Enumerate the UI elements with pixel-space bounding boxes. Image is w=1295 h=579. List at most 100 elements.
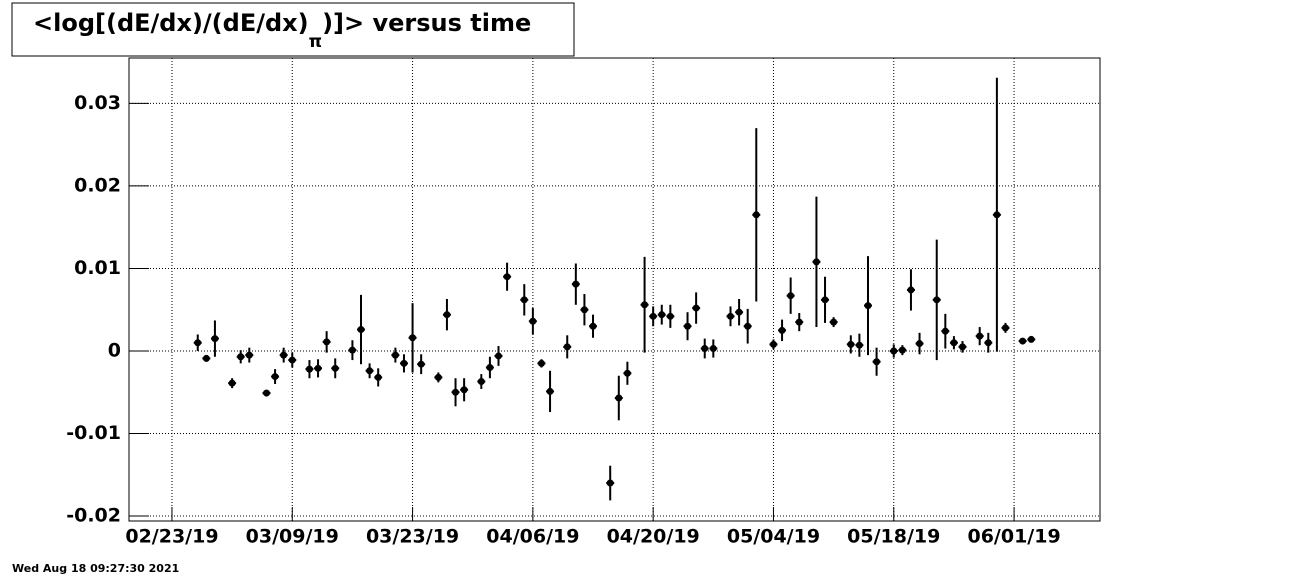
- data-point: [795, 318, 803, 326]
- data-point: [812, 258, 820, 266]
- data-point: [898, 346, 906, 354]
- data-point: [305, 365, 313, 373]
- y-tick-label: 0.02: [74, 174, 121, 196]
- plot-frame: [128, 57, 1101, 522]
- data-point: [486, 363, 494, 371]
- x-tick-label: 03/23/19: [366, 526, 459, 548]
- title-end: )]> versus time: [322, 9, 531, 37]
- data-point: [452, 388, 460, 396]
- data-point: [701, 345, 709, 353]
- x-tick-label: 02/23/19: [125, 526, 218, 548]
- data-point: [976, 332, 984, 340]
- data-point: [228, 379, 236, 387]
- data-point: [787, 292, 795, 300]
- x-tick-label: 05/18/19: [847, 526, 940, 548]
- data-point: [769, 340, 777, 348]
- data-point: [847, 340, 855, 348]
- data-point: [821, 296, 829, 304]
- data-point: [692, 304, 700, 312]
- y-tick-label: 0.01: [74, 257, 121, 279]
- data-point: [1001, 324, 1009, 332]
- y-tick-label: -0.02: [66, 505, 121, 527]
- data-point: [744, 322, 752, 330]
- data-point: [434, 373, 442, 381]
- data-point: [460, 386, 468, 394]
- y-tick-label: 0: [108, 339, 121, 361]
- data-point: [709, 345, 717, 353]
- data-point: [529, 317, 537, 325]
- data-point: [984, 339, 992, 347]
- data-point: [546, 387, 554, 395]
- data-point: [280, 351, 288, 359]
- data-point: [374, 373, 382, 381]
- data-point: [409, 334, 417, 342]
- data-point: [1019, 337, 1027, 345]
- data-point: [366, 367, 374, 375]
- data-point: [830, 318, 838, 326]
- data-point: [615, 394, 623, 402]
- data-point: [993, 211, 1001, 219]
- x-tick-label: 04/06/19: [486, 526, 579, 548]
- data-point: [959, 343, 967, 351]
- data-point: [245, 351, 253, 359]
- data-point: [262, 389, 270, 397]
- data-point: [658, 311, 666, 319]
- data-point: [778, 326, 786, 334]
- data-point: [417, 360, 425, 368]
- data-point: [684, 322, 692, 330]
- data-point: [864, 302, 872, 310]
- data-point: [933, 296, 941, 304]
- data-point: [237, 353, 245, 361]
- data-point: [288, 356, 296, 364]
- data-point: [580, 306, 588, 314]
- data-point: [520, 296, 528, 304]
- data-point: [666, 312, 674, 320]
- data-point: [907, 286, 915, 294]
- title-subscript: π: [309, 32, 322, 52]
- data-point: [271, 373, 279, 381]
- data-point: [348, 346, 356, 354]
- data-point: [503, 273, 511, 281]
- data-point: [194, 339, 202, 347]
- y-tick-label: -0.01: [66, 422, 121, 444]
- data-point: [735, 308, 743, 316]
- data-point: [572, 280, 580, 288]
- data-point: [941, 327, 949, 335]
- data-point: [202, 354, 210, 362]
- data-point: [623, 369, 631, 377]
- data-point: [950, 339, 958, 347]
- data-point: [1027, 335, 1035, 343]
- x-tick-label: 06/01/19: [967, 526, 1060, 548]
- data-point: [563, 343, 571, 351]
- x-tick-label: 05/04/19: [727, 526, 820, 548]
- x-tick-label: 03/09/19: [246, 526, 339, 548]
- data-point: [477, 378, 485, 386]
- data-point: [537, 359, 545, 367]
- data-point: [727, 312, 735, 320]
- data-point: [606, 479, 614, 487]
- data-point: [314, 364, 322, 372]
- data-point: [331, 364, 339, 372]
- data-point: [400, 359, 408, 367]
- data-point: [916, 340, 924, 348]
- title-box: [11, 2, 575, 57]
- data-point: [649, 312, 657, 320]
- data-point: [323, 338, 331, 346]
- footer-date: Wed Aug 18 09:27:30 2021: [12, 562, 179, 575]
- title-main: <log[(dE/dx)/(dE/dx): [33, 9, 309, 37]
- data-point: [873, 358, 881, 366]
- data-point: [855, 341, 863, 349]
- data-point: [391, 351, 399, 359]
- data-point: [641, 301, 649, 309]
- data-point: [752, 211, 760, 219]
- data-point: [494, 352, 502, 360]
- data-point: [357, 326, 365, 334]
- data-point: [443, 311, 451, 319]
- data-point: [890, 347, 898, 355]
- x-tick-label: 04/20/19: [607, 526, 700, 548]
- chart-title: <log[(dE/dx)/(dE/dx)π)]> versus time: [33, 9, 531, 52]
- data-point: [589, 322, 597, 330]
- y-tick-label: 0.03: [74, 92, 121, 114]
- data-point: [211, 335, 219, 343]
